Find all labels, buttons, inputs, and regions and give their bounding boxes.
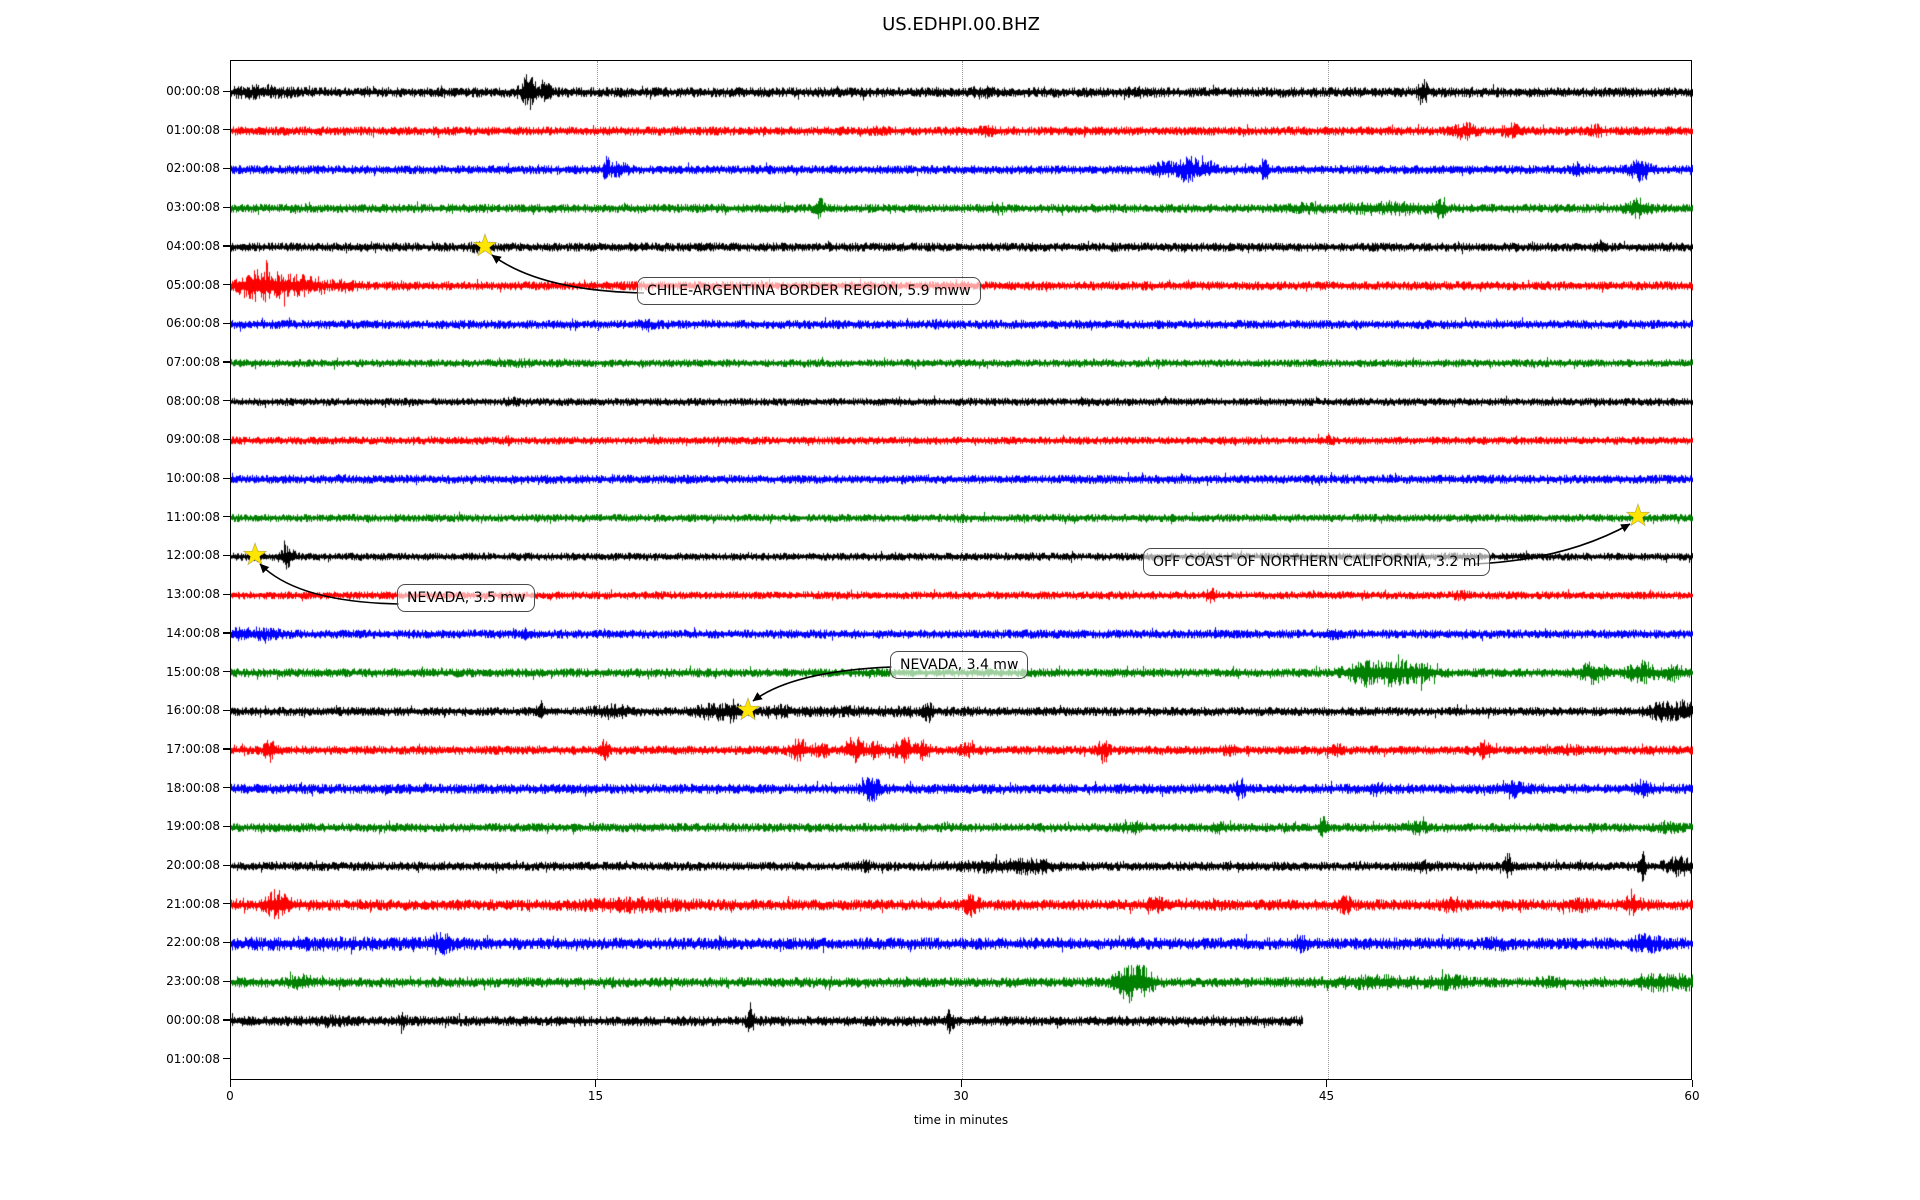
x-axis-label: time in minutes	[913, 1113, 1009, 1127]
y-tick-label: 10:00:08	[166, 471, 220, 485]
event-label: OFF COAST OF NORTHERN CALIFORNIA, 3.2 ml	[1143, 548, 1491, 577]
x-tick-label: 60	[1684, 1089, 1700, 1103]
y-tick-label: 16:00:08	[166, 703, 220, 718]
y-tick-label: 15:00:08	[166, 664, 220, 679]
y-tick-label: 07:00:08	[166, 354, 220, 369]
y-tick-label: 00:00:08	[166, 84, 220, 98]
y-tick-label: 23:00:08	[166, 974, 220, 989]
y-tick-mark	[223, 400, 230, 402]
figure-title: US.EDHPI.00.BHZ	[882, 14, 1040, 35]
y-tick-mark	[223, 593, 230, 595]
y-tick-mark	[223, 1019, 230, 1021]
x-tick-mark	[960, 1080, 962, 1087]
y-tick-label: 18:00:08	[166, 780, 220, 795]
y-tick-mark	[223, 864, 230, 866]
y-tick-mark	[223, 361, 230, 363]
x-tick-mark	[595, 1080, 597, 1087]
y-tick-mark	[223, 438, 230, 441]
y-tick-mark	[223, 980, 230, 982]
y-tick-label: 14:00:08	[166, 625, 220, 640]
y-tick-label: 01:00:08	[166, 1051, 220, 1066]
y-tick-mark	[223, 554, 230, 557]
y-tick-mark	[223, 903, 230, 905]
y-tick-mark	[223, 632, 230, 634]
y-tick-mark	[223, 206, 230, 208]
y-tick-label: 00:00:08	[166, 1012, 220, 1027]
y-tick-label: 11:00:08	[166, 509, 220, 524]
y-tick-label: 09:00:08	[166, 432, 220, 447]
y-tick-mark	[223, 709, 230, 711]
y-tick-mark	[223, 941, 230, 944]
y-tick-label: 08:00:08	[166, 393, 220, 408]
y-tick-mark	[223, 477, 230, 479]
event-label: CHILE-ARGENTINA BORDER REGION, 5.9 mww	[637, 277, 981, 306]
y-tick-mark	[223, 787, 230, 789]
y-tick-mark	[223, 90, 230, 92]
x-tick-mark	[229, 1080, 231, 1087]
y-tick-label: 01:00:08	[166, 122, 220, 137]
y-tick-label: 13:00:08	[166, 587, 220, 602]
x-tick-label: 0	[226, 1089, 234, 1103]
y-tick-mark	[223, 284, 230, 286]
x-tick-label: 30	[953, 1089, 969, 1103]
y-tick-label: 03:00:08	[166, 200, 220, 215]
y-tick-label: 17:00:08	[166, 741, 220, 756]
x-tick-label: 45	[1318, 1089, 1335, 1103]
x-tick-label: 15	[587, 1089, 604, 1103]
y-tick-label: 06:00:08	[166, 316, 220, 331]
y-tick-label: 20:00:08	[166, 858, 220, 872]
y-tick-mark	[223, 1058, 230, 1060]
y-tick-label: 22:00:08	[166, 935, 220, 950]
y-tick-label: 12:00:08	[166, 548, 220, 563]
x-tick-mark	[1326, 1080, 1328, 1087]
y-tick-mark	[223, 167, 230, 170]
y-tick-label: 05:00:08	[166, 277, 220, 292]
event-label: NEVADA, 3.4 mw	[890, 651, 1029, 680]
y-tick-mark	[223, 322, 230, 324]
event-label: NEVADA, 3.5 mw	[397, 584, 536, 613]
y-tick-mark	[223, 516, 230, 518]
x-tick-mark	[1691, 1080, 1693, 1087]
y-tick-mark	[223, 671, 230, 673]
y-tick-mark	[223, 129, 230, 131]
y-tick-label: 19:00:08	[166, 819, 220, 834]
y-tick-label: 02:00:08	[166, 161, 220, 176]
y-tick-label: 04:00:08	[166, 238, 220, 253]
y-tick-mark	[223, 825, 230, 828]
y-tick-label: 21:00:08	[166, 896, 220, 911]
y-tick-mark	[223, 748, 230, 750]
y-tick-mark	[223, 245, 230, 247]
